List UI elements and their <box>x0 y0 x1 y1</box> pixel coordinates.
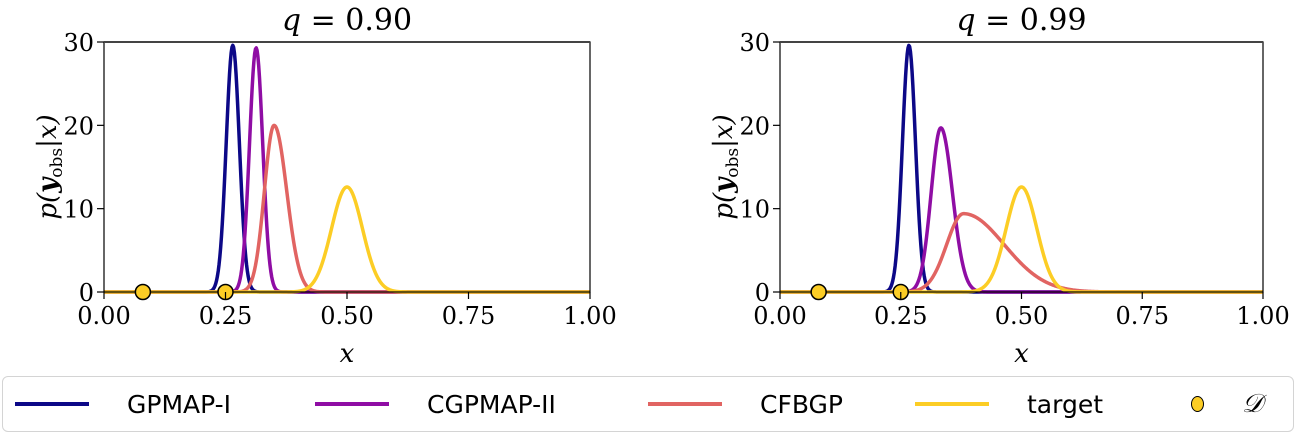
series-line-cfbgp <box>103 123 591 294</box>
chart-title: q = 0.99 <box>956 3 1086 38</box>
legend-data-marker-icon <box>1191 396 1204 412</box>
legend-label: CGPMAP-II <box>427 389 556 419</box>
x-tick-label: 1.00 <box>563 302 616 330</box>
legend-line-cfbgp-icon <box>648 402 722 406</box>
series-line-gpmap-i <box>103 43 591 294</box>
x-tick-label: 0.75 <box>442 302 495 330</box>
x-axis-label: x <box>1014 339 1029 369</box>
legend-label: 𝒟 <box>1242 388 1263 419</box>
legend-item-data: 𝒟 <box>1191 377 1263 431</box>
x-tick-label: 0.50 <box>320 302 373 330</box>
y-axis-label: p(yobs|x) <box>33 114 67 219</box>
plot-q090: q = 0.90 0.00 0.25 0.50 0.75 1.00 0 10 20 30 x p(yo… <box>33 3 617 369</box>
x-axis-label: x <box>340 339 355 369</box>
data-point-marker <box>810 283 827 301</box>
plot-q099: q = 0.99 0.00 0.25 0.50 0.75 1.00 0 10 20 30 x p(yo… <box>709 3 1290 369</box>
y-tick-label: 0 <box>79 279 94 307</box>
legend-label: GPMAP-I <box>127 389 232 419</box>
legend-line-target-icon <box>915 402 989 406</box>
data-point-marker <box>134 283 152 301</box>
chart-title: q = 0.90 <box>282 3 412 38</box>
legend-item-gpmap-i: GPMAP-I <box>15 377 231 431</box>
legend: GPMAP-I CGPMAP-II CFBGP target 𝒟 <box>2 376 1294 432</box>
x-tick-label: 0.25 <box>874 302 927 330</box>
y-tick-label: 10 <box>63 196 94 224</box>
series-line-target <box>103 185 591 294</box>
series-line-target <box>779 185 1264 294</box>
x-tick-label: 1.00 <box>1236 302 1289 330</box>
legend-label: CFBGP <box>760 389 843 419</box>
series-group <box>103 43 591 294</box>
legend-item-target: target <box>915 377 1103 431</box>
series-line-gpmap-i <box>779 43 1264 294</box>
legend-label: target <box>1027 389 1104 419</box>
y-tick-label: 20 <box>739 112 770 140</box>
y-tick-label: 0 <box>755 279 770 307</box>
x-tick-label: 0.50 <box>995 302 1048 330</box>
series-group <box>779 43 1264 294</box>
y-tick-label: 30 <box>63 29 94 57</box>
panel-q099: q = 0.99 0.00 0.25 0.50 0.75 1.00 0 10 20 30 x p(yo… <box>650 0 1300 372</box>
legend-line-gpmap-i-icon <box>15 402 89 406</box>
panel-q090: q = 0.90 0.00 0.25 0.50 0.75 1.00 0 10 20 30 x p(yo… <box>0 0 650 372</box>
x-tick-label: 0.00 <box>753 302 806 330</box>
y-axis-label: p(yobs|x) <box>709 114 743 219</box>
x-tick-label: 0.00 <box>77 302 130 330</box>
legend-line-cgpmap-ii-icon <box>315 402 389 406</box>
axes-frame <box>103 41 591 293</box>
series-line-cfbgp <box>779 211 1264 294</box>
y-tick-label: 20 <box>63 112 94 140</box>
legend-item-cgpmap-ii: CGPMAP-II <box>315 377 556 431</box>
y-tick-label: 10 <box>739 196 770 224</box>
legend-item-cfbgp: CFBGP <box>648 377 843 431</box>
series-line-cgpmap-ii <box>103 46 591 294</box>
x-tick-label: 0.75 <box>1116 302 1169 330</box>
axes-frame <box>779 41 1264 293</box>
series-line-cgpmap-ii <box>779 126 1264 294</box>
y-tick-label: 30 <box>739 29 770 57</box>
x-tick-label: 0.25 <box>199 302 252 330</box>
